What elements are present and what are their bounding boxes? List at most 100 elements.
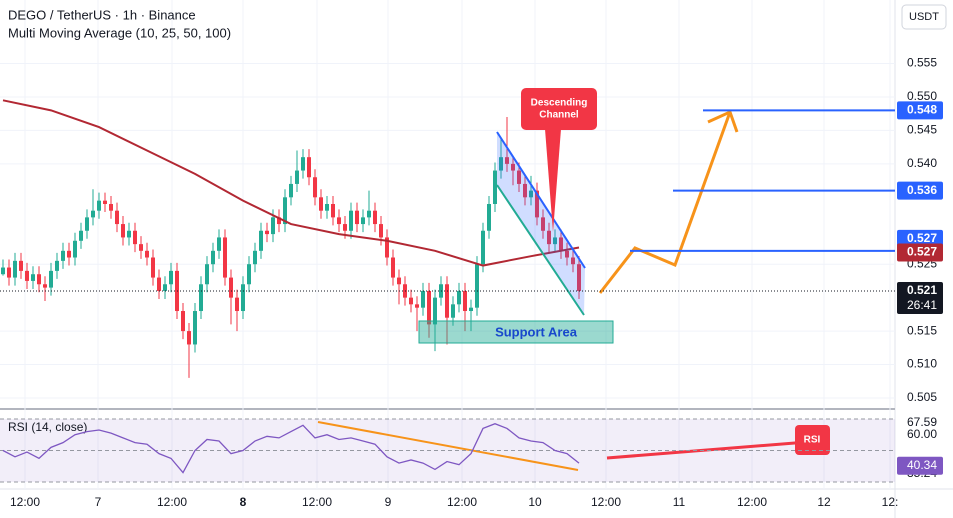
candle-body <box>475 264 479 308</box>
x-tick-label: 8 <box>240 495 247 509</box>
candle-body <box>361 217 365 225</box>
candle-body <box>571 257 575 265</box>
candle-body <box>349 210 353 231</box>
price-tag <box>897 181 943 200</box>
candle-body <box>307 157 311 178</box>
candle-body <box>73 240 77 258</box>
candle-body <box>271 217 275 235</box>
x-tick-label: 12:00 <box>157 495 187 509</box>
candle-body <box>7 267 11 278</box>
candle-body <box>103 200 107 204</box>
candle-body <box>409 297 413 305</box>
candle-body <box>85 217 89 231</box>
price-tag-label: 0.536 <box>907 183 937 197</box>
rsi-tag-label: 40.34 <box>907 458 937 472</box>
y-tick-label: 0.540 <box>907 156 937 170</box>
candle-body <box>109 204 113 211</box>
candle-body <box>67 250 71 258</box>
candle-body <box>355 210 359 225</box>
candle-body <box>97 200 101 211</box>
candle-body <box>481 230 485 265</box>
candle-body <box>559 237 563 251</box>
countdown: 26:41 <box>907 298 937 312</box>
price-tag-label: 0.527 <box>907 231 937 245</box>
candle-body <box>31 274 35 281</box>
candle-body <box>577 264 581 291</box>
candle-body <box>397 277 401 285</box>
y-tick-label: 0.545 <box>907 123 937 137</box>
y-tick-label: 0.505 <box>907 390 937 404</box>
candle-body <box>247 264 251 285</box>
candle-body <box>565 250 569 258</box>
y-tick-label: 0.550 <box>907 89 937 103</box>
candle-body <box>25 270 29 281</box>
rsi-tick-label: 67.59 <box>907 415 937 429</box>
candle-body <box>367 210 371 218</box>
channel <box>497 132 585 315</box>
candle-body <box>163 284 167 291</box>
x-tick-label: 9 <box>385 495 392 509</box>
price-tag-label: 0.548 <box>907 103 937 117</box>
candle-body <box>13 260 17 278</box>
candle-body <box>319 197 323 211</box>
candle-body <box>487 204 491 231</box>
rsi-callout-text: RSI <box>804 435 821 446</box>
candle-body <box>277 217 281 225</box>
x-tick-label: 12:00 <box>10 495 40 509</box>
candle-body <box>343 224 347 231</box>
rsi-callout <box>795 425 830 455</box>
candle-body <box>523 183 527 198</box>
subtitle: Multi Moving Average (10, 25, 50, 100) <box>8 25 231 40</box>
candle-body <box>55 260 59 271</box>
price-tag <box>897 281 943 314</box>
candle-body <box>133 230 137 245</box>
x-tick-label: 12:00 <box>447 495 477 509</box>
rsi-arrow <box>606 439 821 460</box>
x-tick-label: 12 <box>817 495 831 509</box>
rsi-title: RSI (14, close) <box>8 420 87 434</box>
candle-body <box>265 230 269 235</box>
candle-body <box>457 290 461 305</box>
candle-body <box>433 297 437 325</box>
candle-body <box>79 230 83 241</box>
channel-line <box>496 131 586 269</box>
candle-body <box>313 177 317 198</box>
candle-body <box>199 284 203 312</box>
x-tick-label: 11 <box>673 495 686 509</box>
x-tick-label: 12: <box>882 495 899 509</box>
candle-body <box>499 157 503 171</box>
candle-body <box>49 270 53 288</box>
price-tag <box>897 243 943 262</box>
candle-body <box>325 204 329 211</box>
y-tick-label: 0.555 <box>907 56 937 70</box>
currency: USDT <box>909 11 939 23</box>
projection <box>598 111 732 294</box>
candle-body <box>535 190 539 218</box>
candle-body <box>145 250 149 258</box>
currency-box[interactable] <box>901 4 947 30</box>
candle-body <box>415 304 419 308</box>
candle-body <box>391 257 395 278</box>
candle-body <box>193 311 197 345</box>
candle-body <box>91 210 95 218</box>
price-tag <box>897 229 943 248</box>
candle-body <box>283 197 287 225</box>
candle-body <box>505 157 509 164</box>
candle-body <box>253 250 257 265</box>
candle-body <box>373 210 377 225</box>
candle-body <box>169 270 173 285</box>
price-tag <box>897 101 943 120</box>
callout-text: Channel <box>539 110 579 121</box>
candle-body <box>37 274 41 285</box>
candle-body <box>379 224 383 238</box>
candle-body <box>19 260 23 271</box>
y-tick-label: 0.515 <box>907 323 937 337</box>
candle-body <box>181 311 185 332</box>
channel-line <box>496 184 585 316</box>
candle-body <box>469 307 473 312</box>
callout-text: Descending <box>531 98 588 109</box>
x-tick-label: 7 <box>95 495 102 509</box>
rsi-line <box>2 423 580 474</box>
candle-body <box>187 331 191 345</box>
